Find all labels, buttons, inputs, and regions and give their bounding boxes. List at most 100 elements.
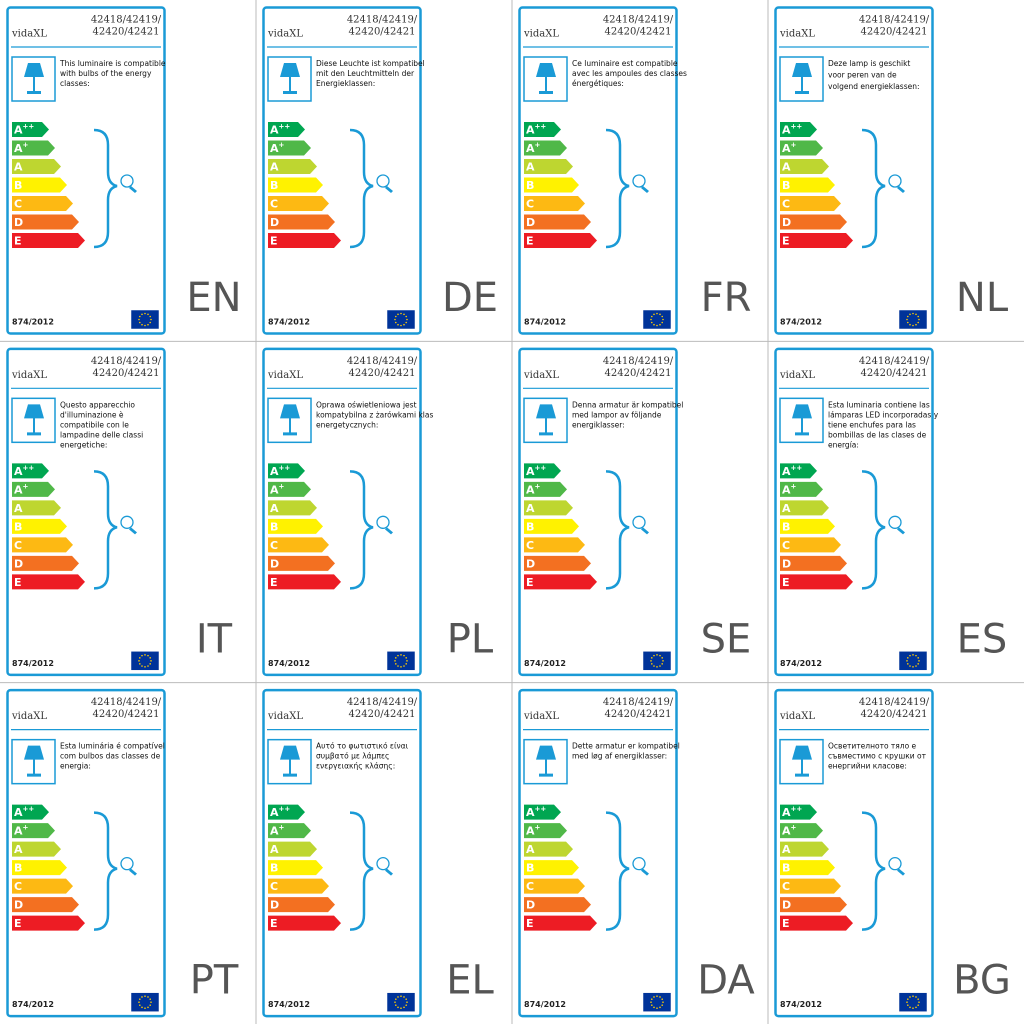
- description-line: lámparas LED incorporadas y: [828, 410, 939, 419]
- lamp-icon: [792, 63, 812, 94]
- energy-class-label: A+: [526, 482, 541, 496]
- eu-star: [915, 665, 917, 667]
- energy-class-sup: ++: [279, 805, 291, 813]
- eu-star: [653, 996, 655, 998]
- eu-star: [917, 998, 919, 1000]
- eu-star: [907, 1004, 909, 1006]
- eu-star: [659, 323, 661, 326]
- energy-class-letter: C: [782, 198, 790, 211]
- energy-class-arrow: [780, 122, 817, 137]
- energy-class-letter: A: [782, 825, 791, 838]
- energy-class-letter: C: [270, 539, 278, 552]
- lamp-icon: [280, 745, 300, 777]
- energy-class-letter: E: [270, 576, 278, 589]
- eu-star: [661, 663, 663, 665]
- description-line: energetycznych:: [316, 420, 378, 429]
- energy-class-label: B: [270, 179, 278, 192]
- energy-class-arrow: [780, 897, 847, 913]
- energy-class-arrow: [524, 915, 597, 931]
- energy-class-letter: E: [270, 917, 278, 930]
- energy-class-arrow: [12, 823, 55, 839]
- energy-class-arrow: [780, 574, 853, 590]
- energy-class-label: C: [14, 880, 22, 893]
- model-number: 42418/42419/: [91, 697, 162, 708]
- description-line: съвместимо с крушки от: [828, 752, 927, 761]
- energy-class-arrow: [12, 177, 67, 193]
- eu-star: [141, 665, 143, 667]
- eu-star: [918, 1001, 920, 1003]
- energy-class-arrow: [524, 518, 579, 534]
- brace: [605, 128, 630, 249]
- regulation: 874/2012: [268, 318, 310, 327]
- eu-star: [915, 323, 917, 326]
- eu-star: [917, 1004, 919, 1006]
- energy-class-arrow: [12, 574, 85, 590]
- bulb-base: [129, 527, 137, 535]
- energy-class-letter: B: [270, 862, 278, 875]
- energy-class-arrow: [780, 214, 847, 230]
- description-line: Αυτό το φωτιστικό είναι: [316, 742, 409, 751]
- energy-class-letter: A: [526, 825, 535, 838]
- energy-class-arrow: [268, 915, 341, 931]
- energy-class-letter: C: [782, 880, 790, 893]
- brace: [605, 470, 630, 590]
- eu-star: [139, 998, 141, 1000]
- regulation: 874/2012: [524, 318, 566, 327]
- eu-star: [915, 996, 917, 998]
- energy-class-label: A: [526, 843, 535, 856]
- energy-class-letter: A: [270, 161, 279, 174]
- energy-class-arrow: [268, 159, 317, 174]
- energy-class-label: D: [526, 216, 535, 229]
- eu-star: [139, 321, 141, 324]
- eu-star: [395, 657, 397, 659]
- model-number: 42418/42419/: [603, 697, 674, 708]
- eu-star: [912, 654, 914, 656]
- energy-class-label: A: [782, 161, 791, 174]
- bulb-base: [385, 186, 393, 193]
- description-line: Dette armatur er kompatibel: [572, 742, 680, 751]
- energy-class-label: A: [526, 502, 535, 515]
- bulb-icon: [376, 515, 390, 529]
- energy-class-label: A++: [526, 123, 546, 137]
- language-code: SE: [701, 616, 752, 662]
- eu-star: [147, 654, 149, 657]
- energy-class-letter: C: [270, 198, 278, 211]
- bulb-base: [897, 868, 905, 876]
- energy-class-label: A+: [14, 141, 29, 155]
- eu-star: [395, 663, 397, 665]
- energy-class-arrow: [780, 177, 835, 193]
- eu-star: [147, 1006, 149, 1009]
- eu-star: [656, 312, 658, 315]
- regulation: 874/2012: [524, 1000, 566, 1009]
- eu-star: [403, 996, 405, 998]
- language-code: PT: [190, 958, 239, 1004]
- energy-class-letter: A: [270, 124, 279, 137]
- energy-class-label: B: [14, 862, 22, 875]
- energy-class-label: A+: [782, 824, 797, 838]
- description-line: bombillas de las clases de: [828, 430, 927, 439]
- model-number: 42420/42421: [605, 27, 672, 38]
- eu-star: [405, 657, 407, 659]
- energy-class-arrow: [12, 500, 61, 516]
- brand: vidaXL: [11, 711, 47, 722]
- energy-class-letter: D: [14, 216, 23, 229]
- eu-star: [139, 315, 141, 318]
- energy-class-arrow: [12, 463, 49, 479]
- eu-star: [149, 321, 151, 324]
- energy-class-label: A++: [526, 464, 546, 478]
- eu-star: [141, 996, 143, 998]
- eu-star: [149, 315, 151, 318]
- energy-class-label: A+: [270, 824, 285, 838]
- eu-flag: [642, 992, 672, 1012]
- eu-star: [144, 654, 146, 656]
- energy-class-label: D: [270, 216, 279, 229]
- energy-class-sup: +: [535, 824, 541, 832]
- eu-star: [405, 663, 407, 665]
- energy-label-panel: vidaXL 42418/42419/42420/42421 Осветително…: [774, 688, 1011, 1018]
- energy-class-arrow: [12, 878, 73, 894]
- eu-star: [651, 998, 653, 1000]
- energy-class-label: A+: [782, 141, 797, 155]
- eu-star: [659, 996, 661, 998]
- brand: vidaXL: [779, 370, 815, 381]
